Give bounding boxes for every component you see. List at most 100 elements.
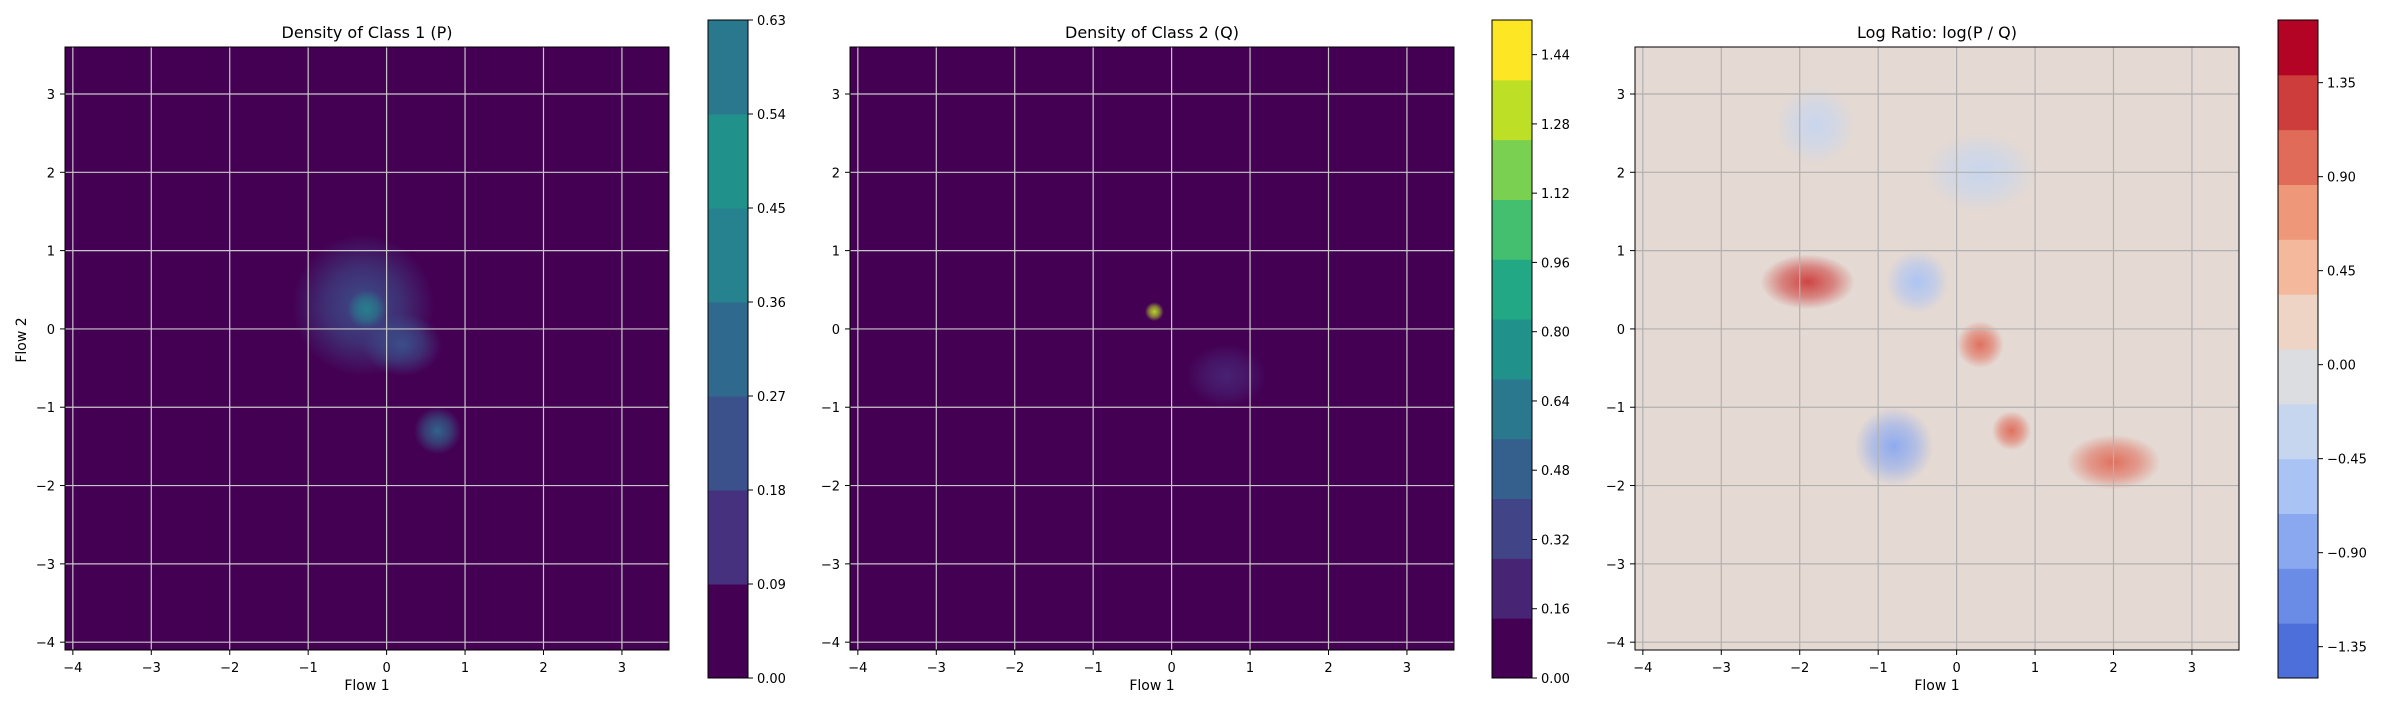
colorbar-segment — [708, 20, 748, 115]
colorbar-segment — [1492, 20, 1532, 81]
y-tick-label: −1 — [36, 401, 55, 416]
y-tick-label: 3 — [1617, 88, 1625, 103]
x-tick-label: −2 — [1005, 661, 1024, 676]
y-tick-label: 3 — [47, 88, 55, 103]
x-tick-label: 0 — [1167, 661, 1175, 676]
panel-2: Density of Class 2 (Q) Flow 1 −4 −3 −2 −1 0 1… — [821, 19, 1570, 694]
panel-title: Density of Class 1 (P) — [282, 23, 453, 42]
y-tick-label: 2 — [1617, 166, 1625, 181]
x-axis-title: Flow 1 — [1129, 678, 1174, 694]
colorbar-segment — [2278, 623, 2318, 679]
panel-title: Density of Class 2 (Q) — [1065, 23, 1239, 42]
x-tick-label: −3 — [142, 661, 161, 676]
density-hotspot — [1760, 254, 1855, 310]
colorbar-segment — [2278, 74, 2318, 131]
colorbar-segment — [1492, 259, 1532, 320]
colorbar-segment — [2278, 20, 2318, 76]
colorbar-segment — [2278, 458, 2318, 514]
x-tick-label: −1 — [1869, 661, 1888, 676]
y-tick-label: −4 — [821, 636, 840, 651]
y-tick-label: 2 — [47, 166, 55, 181]
panel-3: Log Ratio: log(P / Q) Flow 1 −4 −3 −2 −1 0 1 2… — [1606, 19, 2367, 694]
colorbar-segment — [1492, 558, 1532, 619]
colorbar-segment — [708, 302, 748, 397]
y-tick-label: −2 — [36, 480, 55, 495]
colorbar-tick-label: −1.35 — [2327, 641, 2367, 656]
x-tick-label: 1 — [1246, 661, 1254, 676]
colorbar-tick-label: 0.96 — [1541, 256, 1570, 271]
plot-frame — [849, 46, 1455, 651]
density-hotspot — [1776, 86, 1855, 165]
x-tick-label: 2 — [2109, 661, 2117, 676]
colorbar-tick-label: 0.45 — [757, 202, 786, 217]
x-tick-label: −4 — [848, 661, 867, 676]
x-tick-label: 0 — [382, 661, 390, 676]
density-hotspot — [1886, 250, 1949, 314]
y-tick-label: 0 — [47, 323, 55, 338]
density-hotspot — [347, 289, 387, 329]
colorbar-segment — [2278, 239, 2318, 295]
y-tick-label: −2 — [821, 480, 840, 495]
colorbar-tick-label: 0.00 — [757, 672, 786, 687]
colorbar-tick-label: 0.80 — [1541, 326, 1570, 341]
x-tick-label: 1 — [461, 661, 469, 676]
colorbar-segment — [2278, 184, 2318, 240]
density-field — [1760, 86, 2161, 490]
y-tick-label: −1 — [1606, 401, 1625, 416]
colorbar-tick-label: 0.00 — [2327, 359, 2356, 374]
colorbar-tick-label: 0.64 — [1541, 395, 1570, 410]
plot-frame — [64, 46, 670, 651]
colorbar-segment — [2278, 513, 2318, 569]
plot-background — [1635, 47, 2239, 650]
panel-1: Density of Class 1 (P) Flow 1 Flow 2 −4−… — [14, 14, 786, 694]
colorbar-segment — [1492, 199, 1532, 260]
colorbar-tick-label: −0.45 — [2327, 453, 2367, 468]
y-tick-label: 0 — [1617, 323, 1625, 338]
colorbar-frame — [1491, 19, 1533, 679]
y-tick-label: 3 — [832, 88, 840, 103]
colorbar-tick-label: 0.00 — [1541, 672, 1570, 687]
colorbar-tick-label: 0.45 — [2327, 265, 2356, 280]
colorbar-tick-label: 1.28 — [1541, 118, 1570, 133]
colorbar-tick-label: 0.63 — [757, 14, 786, 29]
colorbar-segment — [1492, 79, 1532, 141]
colorbar-tick-label: 0.54 — [757, 108, 786, 123]
density-hotspot — [414, 407, 462, 455]
x-tick-label: −4 — [63, 661, 82, 676]
colorbar-segment — [2278, 294, 2318, 350]
x-tick-label: 3 — [618, 661, 626, 676]
colorbar-segment — [708, 208, 748, 303]
colorbar-tick-label: 0.48 — [1541, 464, 1570, 479]
x-tick-label: −4 — [1633, 661, 1652, 676]
colorbar-tick-label: −0.90 — [2327, 547, 2367, 562]
x-tick-label: −2 — [220, 661, 239, 676]
y-axis-title: Flow 2 — [14, 317, 30, 362]
x-tick-label: −2 — [1790, 661, 1809, 676]
y-tick-label: −4 — [1606, 636, 1625, 651]
x-tick-label: 2 — [539, 661, 547, 676]
x-tick-label: −1 — [1084, 661, 1103, 676]
colorbar-segment — [708, 584, 748, 679]
colorbar-segment — [1492, 319, 1532, 380]
colorbar-frame — [707, 19, 749, 679]
density-hotspot — [1956, 321, 2004, 369]
y-tick-label: 1 — [1617, 245, 1625, 260]
colorbar-tick-label: 1.35 — [2327, 77, 2356, 92]
x-tick-label: 1 — [2031, 661, 2039, 676]
colorbar-segment — [2278, 403, 2318, 460]
colorbar-tick-label: 0.36 — [757, 296, 786, 311]
x-tick-label: 2 — [1324, 661, 1332, 676]
density-hotspot — [1854, 407, 1934, 486]
colorbar-segment — [1492, 378, 1532, 440]
y-tick-label: −3 — [1606, 558, 1625, 573]
x-axis-title: Flow 1 — [1914, 678, 1959, 694]
x-tick-label: −3 — [1712, 661, 1731, 676]
y-tick-label: 0 — [832, 323, 840, 338]
y-tick-label: 1 — [832, 245, 840, 260]
colorbar-segment — [2278, 568, 2318, 624]
colorbar-tick-label: 0.90 — [2327, 171, 2356, 186]
density-hotspot — [1991, 411, 2032, 451]
density-hotspot — [1144, 302, 1164, 322]
y-tick-label: −1 — [821, 401, 840, 416]
x-tick-label: 0 — [1952, 661, 1960, 676]
